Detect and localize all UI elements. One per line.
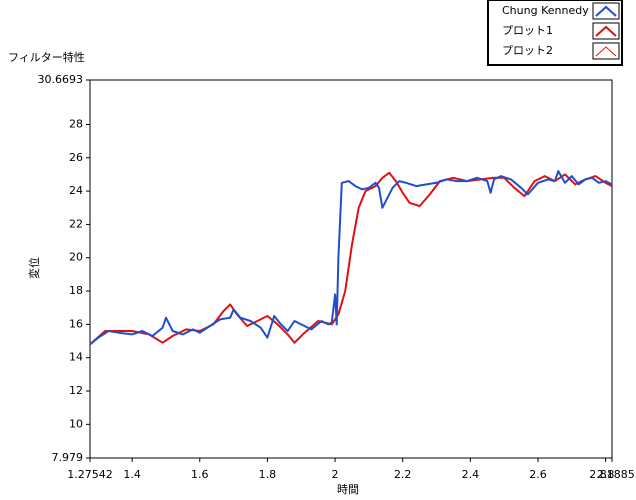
- x-tick-label: 2.6: [529, 468, 547, 481]
- legend-swatch: [592, 42, 620, 60]
- y-tick-label: 12: [69, 384, 83, 397]
- y-tick-label: 20: [69, 251, 83, 264]
- legend-line: [595, 25, 617, 37]
- legend-label: プロット2: [502, 44, 553, 57]
- x-tick-label: 2: [332, 468, 339, 481]
- y-axis-label: 変位: [27, 257, 41, 279]
- chart-title: フィルター特性: [8, 50, 85, 64]
- legend-swatch: [592, 2, 620, 20]
- legend-swatch: [592, 22, 620, 40]
- y-tick-label: 14: [69, 351, 83, 364]
- x-axis-label: 時間: [337, 483, 359, 496]
- y-tick-label: 10: [69, 417, 83, 430]
- y-tick-label: 26: [69, 151, 83, 164]
- x-tick-label: 1.8: [259, 468, 277, 481]
- legend-line: [595, 46, 617, 57]
- legend-label: Chung Kennedy: [502, 4, 589, 17]
- y-tick-label: 28: [69, 117, 83, 130]
- y-tick-label: 16: [69, 317, 83, 330]
- x-tick-label: 2.8: [597, 468, 615, 481]
- y-tick-label: 30.6693: [38, 73, 84, 86]
- series-line: [89, 170, 613, 346]
- y-tick-label: 22: [69, 217, 83, 230]
- x-tick-label: 2.81885: [589, 468, 635, 481]
- y-tick-label: 24: [69, 184, 83, 197]
- legend-line: [595, 5, 617, 17]
- x-tick-label: 2.2: [394, 468, 412, 481]
- y-tick-label: 18: [69, 284, 83, 297]
- plot-area: [89, 79, 613, 459]
- x-tick-label: 2.4: [462, 468, 480, 481]
- legend-label: プロット1: [502, 24, 553, 37]
- x-tick-label: 1.4: [123, 468, 141, 481]
- x-tick-label: 1.6: [191, 468, 209, 481]
- x-tick-label: 1.27542: [67, 468, 113, 481]
- y-tick-label: 7.979: [52, 451, 84, 464]
